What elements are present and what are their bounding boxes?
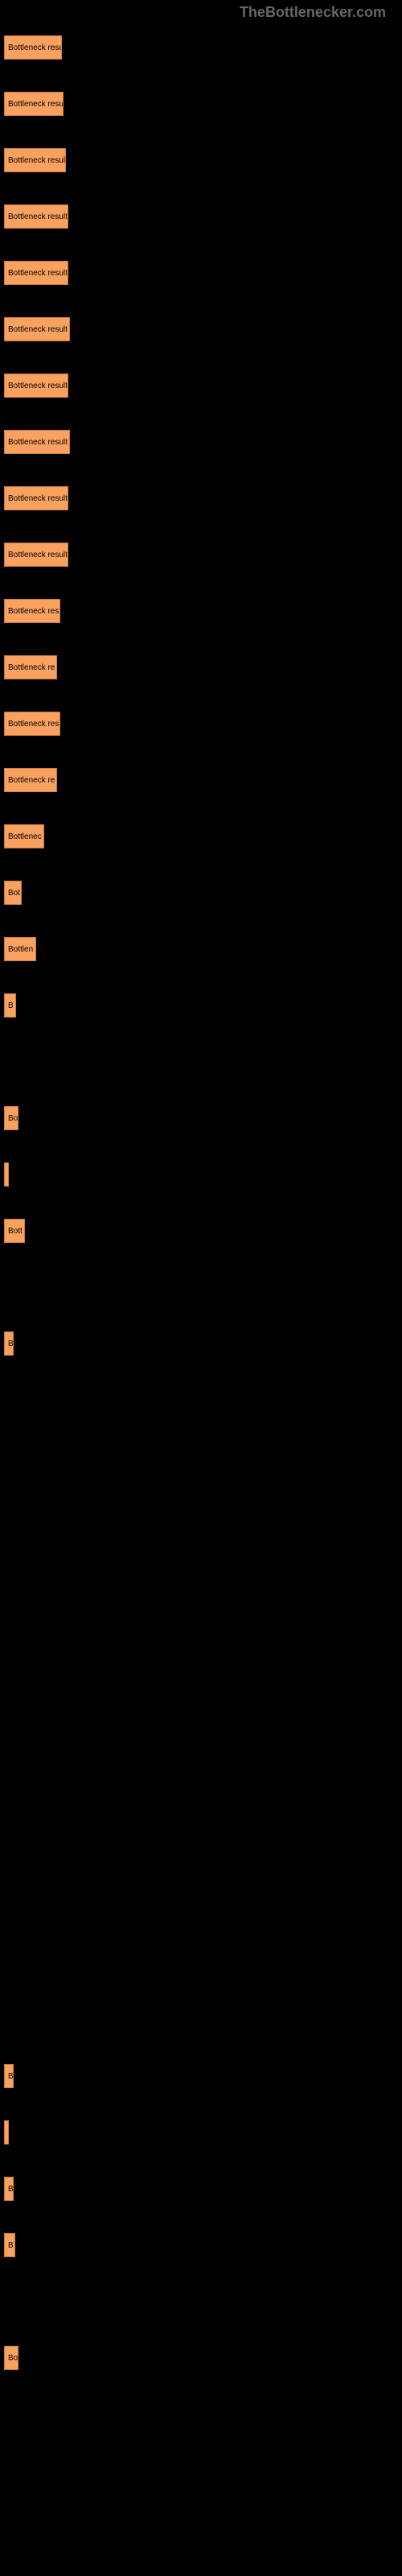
bar-row: B — [4, 2165, 398, 2212]
chart-bar: Bo — [4, 1106, 18, 1130]
bar-row — [4, 1771, 398, 1818]
bar-row — [4, 1264, 398, 1311]
bar-label: Bottleneck result — [8, 100, 64, 109]
bar-row — [4, 1546, 398, 1592]
bar-row — [4, 1038, 398, 1085]
bar-row: Bottleneck result — [4, 475, 398, 522]
bar-label: Bo — [8, 1114, 18, 1123]
bar-label: Bottleneck res — [8, 720, 59, 729]
chart-bar: Bottleneck result — [4, 204, 68, 229]
bar-label: Bottleneck result — [8, 43, 62, 52]
bar-label: Bottleneck result — [8, 494, 68, 503]
bar-row: Bottleneck result — [4, 193, 398, 240]
bar-label: Bottleneck result — [8, 325, 68, 334]
chart-bar: Bottlen — [4, 937, 36, 961]
chart-bar: Bottlenec — [4, 824, 44, 848]
chart-bar — [4, 1162, 9, 1187]
bar-row: B — [4, 2053, 398, 2099]
chart-bar: Bo — [4, 2346, 18, 2370]
bar-row — [4, 1715, 398, 1761]
chart-bar — [4, 2120, 9, 2145]
bar-row: Bottlenec — [4, 813, 398, 860]
bar-label: Bottleneck res — [8, 607, 59, 616]
chart-bar: B — [4, 2177, 14, 2201]
bar-row: B — [4, 982, 398, 1029]
chart-bar: Bottleneck result — [4, 92, 64, 116]
chart-bar: Bottleneck result — [4, 374, 68, 398]
bar-row — [4, 2278, 398, 2325]
bar-row: Bott — [4, 1208, 398, 1254]
bar-row — [4, 1827, 398, 1874]
bar-row: Bottleneck result — [4, 80, 398, 127]
bar-row — [4, 1658, 398, 1705]
bar-label: Bottleneck result — [8, 382, 68, 390]
bar-row: B — [4, 2222, 398, 2268]
bar-label: Bottleneck result — [8, 551, 68, 559]
bar-row: Bottleneck result — [4, 137, 398, 184]
chart-bar: Bottleneck result — [4, 35, 62, 60]
bar-row — [4, 1884, 398, 1930]
chart-bar: Bott — [4, 1219, 25, 1243]
bar-row: Bottleneck re — [4, 644, 398, 691]
chart-container: Bottleneck result Bottleneck result Bottle… — [0, 0, 402, 2395]
chart-bar: Bottleneck result — [4, 430, 70, 454]
bar-row: B — [4, 1320, 398, 1367]
bar-row — [4, 2109, 398, 2156]
bar-label: Bottleneck result — [8, 213, 68, 221]
bar-row — [4, 1996, 398, 2043]
bar-label: Bottleneck result — [8, 156, 66, 165]
chart-bar: B — [4, 1331, 14, 1356]
chart-bar: Bottleneck res — [4, 712, 60, 736]
bar-row: Bottlen — [4, 926, 398, 972]
bar-label: B — [8, 1001, 14, 1010]
bar-row: Bo — [4, 2334, 398, 2381]
bar-label: Bottlen — [8, 945, 33, 954]
bar-row: Bottleneck result — [4, 531, 398, 578]
bar-label: Bottlenec — [8, 832, 42, 841]
bar-label: Bottleneck re — [8, 776, 55, 785]
bar-label: Bot — [8, 889, 20, 898]
bar-row: Bottleneck result — [4, 24, 398, 71]
bar-row: Bottleneck result — [4, 419, 398, 465]
bar-row — [4, 1489, 398, 1536]
chart-bar: Bot — [4, 881, 22, 905]
bar-row — [4, 1151, 398, 1198]
bar-row: Bottleneck res — [4, 700, 398, 747]
bar-label: Bottleneck re — [8, 663, 55, 672]
bar-row — [4, 1940, 398, 1987]
chart-bar: Bottleneck result — [4, 317, 70, 341]
bar-label: Bo — [8, 2354, 18, 2363]
bar-row: Bottleneck result — [4, 362, 398, 409]
bar-label: B — [8, 2072, 14, 2081]
bar-row — [4, 1377, 398, 1423]
chart-bar: B — [4, 2233, 15, 2257]
bar-row: Bottleneck re — [4, 757, 398, 803]
chart-bar: Bottleneck result — [4, 148, 66, 172]
chart-bar: Bottleneck re — [4, 655, 57, 679]
bar-row: Bot — [4, 869, 398, 916]
watermark-text: TheBottlenecker.com — [240, 4, 386, 21]
chart-bar: Bottleneck result — [4, 543, 68, 567]
bar-label: Bottleneck result — [8, 438, 68, 447]
bar-row — [4, 1433, 398, 1480]
bar-row: Bo — [4, 1095, 398, 1141]
bar-row: Bottleneck result — [4, 306, 398, 353]
bar-row: Bottleneck result — [4, 250, 398, 296]
bar-row — [4, 1602, 398, 1649]
bar-label: Bottleneck result — [8, 269, 68, 278]
chart-bar: Bottleneck re — [4, 768, 57, 792]
bar-row: Bottleneck res — [4, 588, 398, 634]
bar-label: B — [8, 2185, 14, 2194]
chart-bar: B — [4, 993, 16, 1018]
chart-bar: Bottleneck result — [4, 486, 68, 510]
chart-bar: Bottleneck result — [4, 261, 68, 285]
bar-label: B — [8, 1340, 14, 1348]
bar-label: B — [8, 2241, 14, 2250]
chart-bar: B — [4, 2064, 14, 2088]
chart-bar: Bottleneck res — [4, 599, 60, 623]
bar-label: Bott — [8, 1227, 23, 1236]
